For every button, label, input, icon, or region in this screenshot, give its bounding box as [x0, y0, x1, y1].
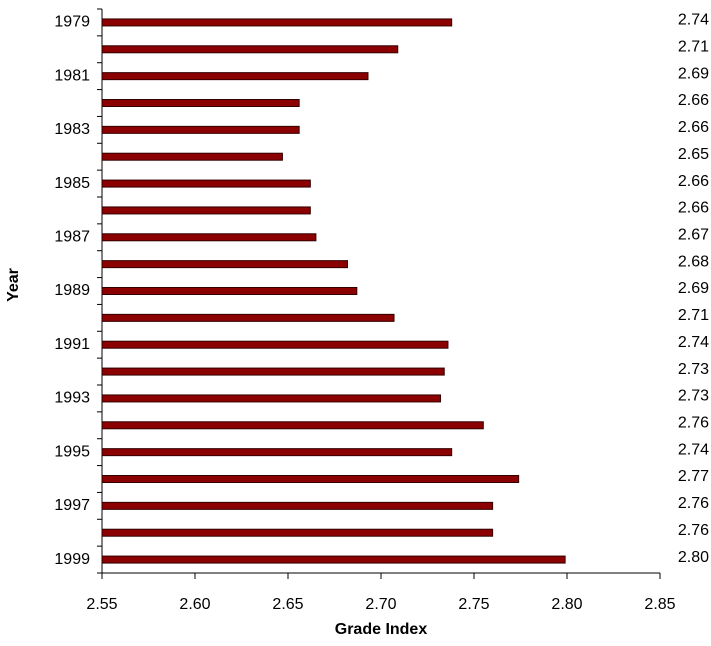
bar	[101, 152, 283, 161]
x-tick-label: 2.75	[458, 596, 489, 613]
bar	[101, 340, 449, 349]
y-tick-label: 1981	[54, 67, 90, 84]
value-label: 2.76	[678, 495, 709, 512]
bar	[101, 475, 520, 483]
value-label: 2.66	[678, 173, 709, 190]
bar	[101, 179, 311, 188]
value-label: 2.80	[678, 549, 709, 566]
bar	[101, 99, 300, 107]
bar	[101, 233, 317, 242]
bar	[101, 367, 445, 376]
bar	[101, 18, 453, 27]
value-label: 2.76	[678, 522, 709, 539]
bar	[101, 421, 484, 430]
value-label: 2.74	[678, 12, 709, 29]
value-label: 2.71	[678, 307, 709, 324]
bar	[101, 206, 311, 215]
x-tick-label: 2.55	[86, 596, 117, 613]
bar	[101, 501, 494, 510]
y-tick-label: 1997	[54, 497, 90, 514]
value-label: 2.69	[678, 65, 709, 82]
bar	[101, 448, 453, 457]
bar	[101, 528, 494, 537]
x-axis-title: Grade Index	[335, 621, 428, 638]
x-tick-label: 2.70	[365, 596, 396, 613]
y-tick-label: 1995	[54, 443, 90, 460]
bar	[101, 260, 349, 269]
y-tick-label: 1989	[54, 282, 90, 299]
value-label: 2.68	[678, 253, 709, 270]
x-tick-label: 2.80	[551, 596, 582, 613]
bar	[101, 555, 566, 564]
value-label: 2.69	[678, 280, 709, 297]
value-label: 2.66	[678, 92, 709, 109]
value-label: 2.74	[678, 441, 709, 458]
x-tick-label: 2.85	[644, 596, 675, 613]
value-label: 2.77	[678, 468, 709, 485]
value-label: 2.73	[678, 361, 709, 378]
bar	[101, 287, 358, 295]
x-tick-label: 2.60	[179, 596, 210, 613]
y-axis-title: Year	[5, 268, 22, 302]
bar	[101, 45, 399, 54]
value-label: 2.66	[678, 200, 709, 217]
y-tick-label: 1993	[54, 390, 90, 407]
bar	[101, 394, 442, 403]
value-label: 2.65	[678, 146, 709, 163]
value-label: 2.67	[678, 227, 709, 244]
bar	[101, 125, 300, 134]
value-label: 2.73	[678, 388, 709, 405]
value-label: 2.71	[678, 39, 709, 56]
y-tick-label: 1987	[54, 229, 90, 246]
y-tick-label: 1983	[54, 121, 90, 138]
value-label: 2.74	[678, 334, 709, 351]
value-label: 2.76	[678, 415, 709, 432]
y-tick-label: 1999	[54, 551, 90, 568]
bar	[101, 313, 395, 322]
y-tick-label: 1991	[54, 336, 90, 353]
y-tick-label: 1979	[54, 14, 90, 31]
y-tick-label: 1985	[54, 175, 90, 192]
x-tick-label: 2.65	[272, 596, 303, 613]
value-label: 2.66	[678, 119, 709, 136]
bar	[101, 72, 369, 81]
